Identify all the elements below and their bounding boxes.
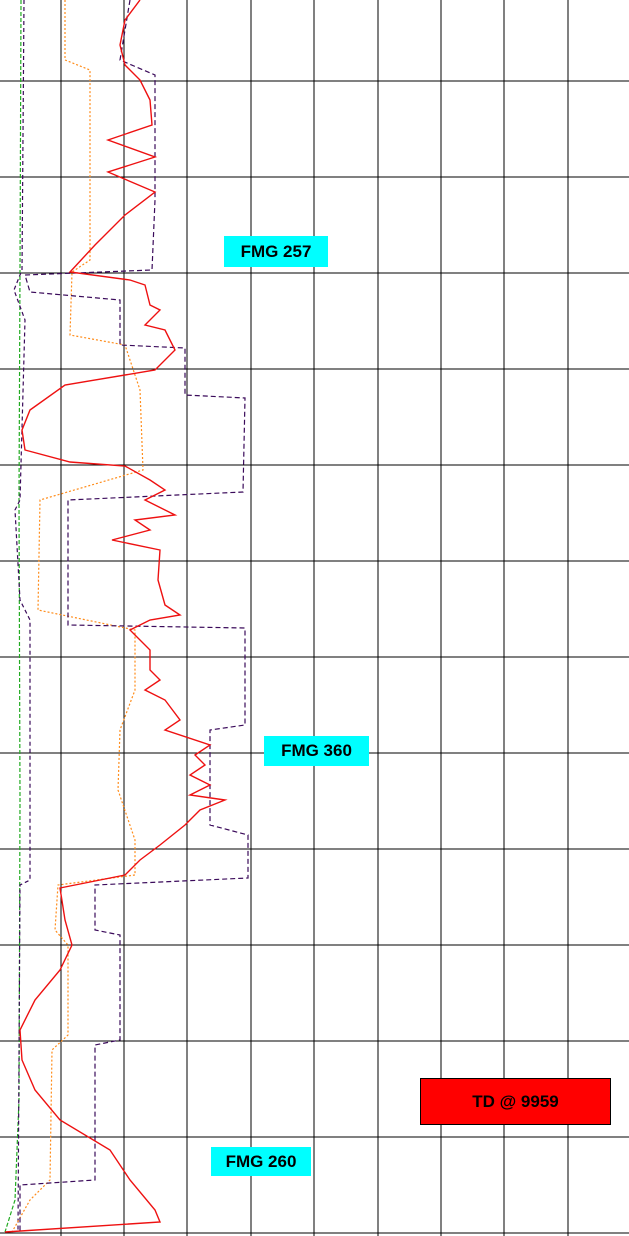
total-depth-label: TD @ 9959 [420,1078,611,1125]
formation-label: FMG 260 [211,1147,311,1176]
orange-curve [11,0,144,1233]
formation-label: FMG 257 [224,236,328,267]
red-curve [4,0,228,1233]
purple-left-curve [13,0,31,1231]
purple-curve [19,0,249,1232]
green-curve [4,0,22,1233]
formation-label: FMG 360 [264,736,369,766]
